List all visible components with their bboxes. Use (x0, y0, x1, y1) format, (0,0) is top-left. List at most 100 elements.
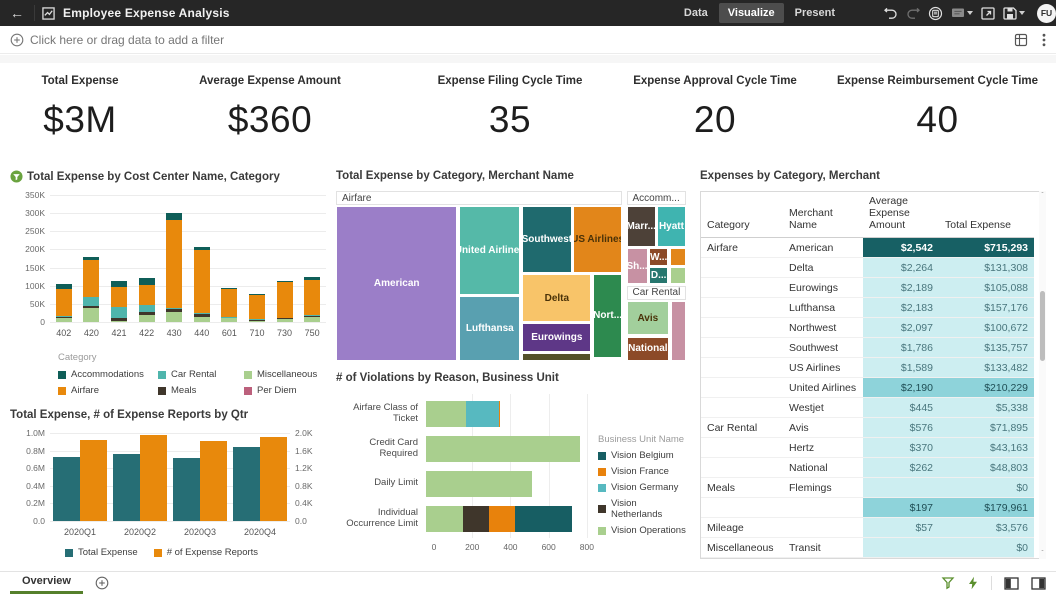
bar-segment-miscellaneous[interactable] (304, 316, 321, 322)
table-row[interactable]: Hertz $370 $43,163 (701, 437, 1034, 458)
bar-segment-vision-france[interactable] (489, 505, 515, 532)
quick-insights-icon[interactable] (967, 576, 979, 590)
table-row[interactable]: Delta $2,264 $131,308 (701, 257, 1034, 278)
legend-item[interactable]: Vision Operations (598, 525, 686, 536)
stacked-bar-730[interactable] (276, 280, 293, 322)
stacked-hbar-1[interactable] (426, 400, 598, 427)
stacked-bar-601[interactable] (221, 288, 238, 322)
bar-segment-car-rental[interactable] (55, 315, 72, 317)
treemap-tile-national[interactable]: National (626, 336, 670, 361)
bar-segment-airfare[interactable] (248, 294, 265, 320)
treemap-tile-marr[interactable]: Marr... (626, 206, 656, 248)
kpi-2[interactable]: Average Expense Amount $360 (175, 75, 365, 141)
bar-segment-vision-operations[interactable] (426, 505, 464, 532)
legend-item[interactable]: Per Diem (244, 385, 328, 396)
treemap-tile-w[interactable]: W... (648, 247, 669, 267)
bar-segment-meals[interactable] (138, 311, 155, 316)
bar--of-expense-reports[interactable] (80, 439, 107, 521)
stacked-bar-422[interactable] (138, 277, 155, 322)
mode-tab-data[interactable]: Data (683, 7, 708, 19)
legend-item[interactable]: Vision Belgium (598, 450, 686, 461)
stacked-bar-440[interactable] (193, 246, 210, 322)
bar-segment-miscellaneous[interactable] (221, 318, 238, 322)
bar-segment-airfare[interactable] (166, 220, 183, 308)
bar-total-expense[interactable] (233, 447, 260, 521)
table-row[interactable]: National $262 $48,803 (701, 457, 1034, 478)
bar-segment-vision-netherlands[interactable] (463, 505, 490, 532)
legend-item[interactable]: Meals (158, 385, 244, 396)
bar-segment-miscellaneous[interactable] (276, 319, 293, 322)
stacked-bar-420[interactable] (83, 256, 100, 322)
bar-segment-car-rental[interactable] (221, 316, 238, 318)
treemap-tile-southwest[interactable]: Southwest (522, 206, 572, 274)
table-row[interactable]: US Airlines $1,589 $133,482 (701, 357, 1034, 378)
table-row[interactable]: Westjet $445 $5,338 (701, 397, 1034, 418)
legend-item[interactable]: Miscellaneous (244, 369, 328, 380)
kpi-5[interactable]: Expense Reimbursement Cycle Time 40 (830, 75, 1045, 141)
open-in-window-icon[interactable] (981, 6, 995, 20)
bar-segment-vision-belgium[interactable] (514, 505, 573, 532)
stacked-bar-710[interactable] (248, 293, 265, 322)
treemap-group-header-carrental[interactable]: Car Rental (626, 285, 686, 300)
legend-item[interactable]: Accommodations (58, 369, 158, 380)
bar-segment-airfare[interactable] (304, 280, 321, 315)
bar-segment-meals[interactable] (276, 318, 293, 320)
bar-segment-car-rental[interactable] (193, 313, 210, 315)
bar-segment-vision-germany[interactable] (466, 400, 499, 427)
bar-total-expense[interactable] (173, 457, 200, 521)
table-row[interactable]: $197 $179,961 (701, 497, 1034, 518)
table-row[interactable]: Airfare American $2,542 $715,293 (701, 237, 1034, 258)
bar-segment-car-rental[interactable] (304, 314, 321, 316)
bar-segment-car-rental[interactable] (138, 304, 155, 312)
bar-segment-vision-france[interactable] (498, 400, 500, 427)
treemap-tile-hyatt[interactable]: Hyatt (656, 206, 686, 248)
bar-segment-vision-operations[interactable] (426, 400, 467, 427)
stacked-hbar-4[interactable] (426, 505, 598, 532)
bar-segment-car-rental[interactable] (276, 317, 293, 319)
undo-icon[interactable] (884, 7, 898, 19)
bar-segment-meals[interactable] (110, 317, 127, 322)
treemap-tile-sliver[interactable] (669, 267, 686, 285)
bar-segment-miscellaneous[interactable] (248, 320, 265, 322)
bar-segment-airfare[interactable] (83, 260, 100, 297)
bar-segment-meals[interactable] (248, 320, 265, 321)
table-row[interactable]: Northwest $2,097 $100,672 (701, 317, 1034, 338)
legend-item[interactable]: Vision France (598, 466, 686, 477)
bar-segment-car-rental[interactable] (83, 296, 100, 306)
stacked-bar-402[interactable] (55, 283, 72, 322)
bar-segment-vision-operations[interactable] (426, 470, 533, 497)
bar-segment-car-rental[interactable] (166, 307, 183, 309)
treemap-tile-sliver[interactable] (670, 300, 686, 361)
bar-segment-airfare[interactable] (110, 286, 127, 307)
column-header-average-expense-amount[interactable]: Average Expense Amount (863, 192, 939, 238)
bar-segment-meals[interactable] (55, 316, 72, 318)
bar-total-expense[interactable] (53, 456, 80, 521)
scroll-up-icon[interactable]: ˆ (1041, 193, 1044, 199)
bar-segment-accommodations[interactable] (83, 256, 100, 261)
stacked-hbar-2[interactable] (426, 435, 598, 462)
treemap-group-header-accomm[interactable]: Accomm... (626, 191, 686, 206)
bar-segment-accommodations[interactable] (221, 288, 238, 290)
bar-segment-meals[interactable] (193, 314, 210, 317)
table-row[interactable]: Eurowings $2,189 $105,088 (701, 277, 1034, 298)
treemap-tile-american[interactable]: American (336, 206, 458, 361)
bar-segment-accommodations[interactable] (248, 293, 265, 295)
save-icon[interactable] (1003, 6, 1025, 20)
bar--of-expense-reports[interactable] (260, 437, 287, 521)
treemap-tile-d[interactable]: D... (648, 267, 669, 285)
stacked-bar-430[interactable] (166, 213, 183, 322)
bar-segment-accommodations[interactable] (138, 277, 155, 285)
comment-icon[interactable] (951, 7, 973, 20)
add-filter-prompt[interactable]: Click here or drag data to add a filter (30, 32, 225, 47)
table-row[interactable]: Lufthansa $2,183 $157,176 (701, 297, 1034, 318)
bar-segment-accommodations[interactable] (110, 281, 127, 287)
treemap-tile-nort[interactable]: Nort... (593, 274, 622, 358)
bar-segment-meals[interactable] (83, 305, 100, 308)
treemap-tile-delta[interactable]: Delta (522, 274, 592, 323)
add-page-icon[interactable] (95, 576, 109, 590)
treemap-tile-sliver[interactable] (522, 353, 592, 361)
bar-segment-meals[interactable] (166, 308, 183, 312)
bar-segment-vision-operations[interactable] (426, 435, 580, 462)
bar-segment-airfare[interactable] (221, 289, 238, 317)
kpi-1[interactable]: Total Expense $3M (15, 75, 145, 141)
